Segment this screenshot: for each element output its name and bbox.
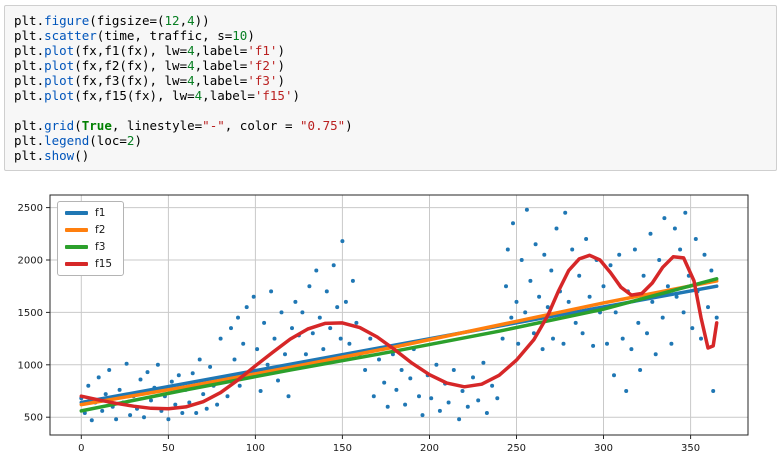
legend-line-swatch — [65, 262, 88, 266]
svg-text:350: 350 — [681, 443, 700, 454]
code-line: plt.plot(fx,f2(fx), lw=4,label='f2') — [14, 58, 285, 73]
code-line: plt.figure(figsize=(12,4)) — [14, 13, 210, 28]
legend-label: f2 — [95, 224, 106, 236]
legend-line-swatch — [65, 228, 88, 232]
code-line: plt.legend(loc=2) — [14, 133, 142, 148]
svg-text:1000: 1000 — [18, 360, 43, 371]
legend-label: f1 — [95, 207, 106, 219]
svg-text:0: 0 — [78, 443, 84, 454]
series-line-f15 — [79, 253, 719, 411]
svg-text:1500: 1500 — [18, 308, 43, 319]
legend-line-swatch — [65, 211, 88, 215]
legend-entry-f1: f1 — [65, 207, 112, 219]
figure-output: 0 50 100 150 200 250 300 350 500 1000 1500 2000 2500… — [10, 185, 765, 463]
legend-entry-f15: f15 — [65, 258, 112, 270]
svg-text:150: 150 — [333, 443, 352, 454]
code-line: plt.plot(fx,f15(fx), lw=4,label='f15') — [14, 88, 301, 103]
axis-tick-labels: 0 50 100 150 200 250 300 350 500 1000 1500 2000 2500 — [18, 203, 701, 454]
plot-border — [49, 194, 749, 436]
legend-label: f3 — [95, 241, 106, 253]
traffic-chart: 0 50 100 150 200 250 300 350 500 1000 1500 2000 2500 — [18, 194, 749, 454]
svg-text:50: 50 — [162, 443, 175, 454]
svg-text:250: 250 — [507, 443, 526, 454]
notebook-page: plt.figure(figsize=(12,4)) plt.scatter(ti… — [0, 5, 781, 463]
svg-text:300: 300 — [594, 443, 613, 454]
legend-entry-f2: f2 — [65, 224, 112, 236]
code-line: plt.show() — [14, 148, 90, 163]
code-line: plt.grid(True, linestyle="-", color = "0… — [14, 118, 353, 133]
svg-text:200: 200 — [420, 443, 439, 454]
code-line: plt.scatter(time, traffic, s=10) — [14, 28, 255, 43]
chart-legend: f1 f2 f3 f15 — [57, 201, 125, 276]
legend-label: f15 — [95, 258, 113, 270]
legend-line-swatch — [65, 245, 88, 249]
svg-text:2000: 2000 — [18, 256, 43, 267]
legend-entry-f3: f3 — [65, 241, 112, 253]
svg-text:2500: 2500 — [18, 203, 43, 214]
svg-text:100: 100 — [246, 443, 265, 454]
code-line: plt.plot(fx,f3(fx), lw=4,label='f3') — [14, 73, 285, 88]
axis-ticks — [46, 207, 692, 439]
grid-lines — [50, 195, 748, 435]
svg-text:500: 500 — [24, 413, 43, 424]
code-line: plt.plot(fx,f1(fx), lw=4,label='f1') — [14, 43, 285, 58]
code-cell[interactable]: plt.figure(figsize=(12,4)) plt.scatter(ti… — [4, 5, 777, 171]
code-line — [14, 103, 767, 118]
series-line-f2 — [79, 279, 719, 407]
